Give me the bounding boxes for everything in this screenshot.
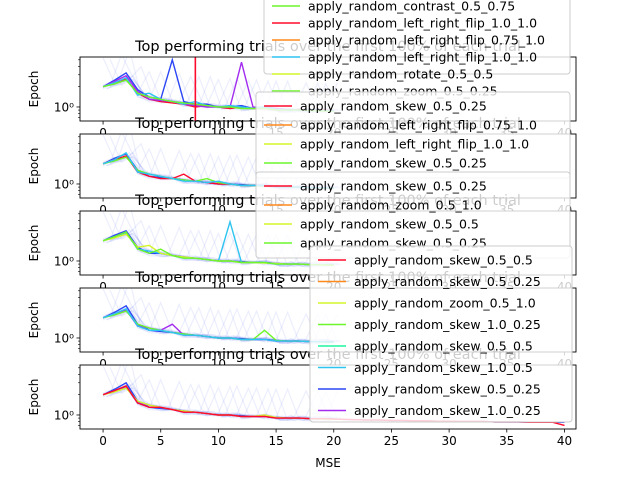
legend-box xyxy=(263,0,571,75)
legend-1: apply_random_contrast_0.5_0.75 apply_rand… xyxy=(263,0,571,99)
legend-entry-label: apply_random_skew_0.5_0.25 xyxy=(354,274,541,289)
legend-entry-label: apply_random_skew_0.5_0.5 xyxy=(354,253,533,268)
background-trial-line xyxy=(102,384,334,422)
x-tick-label: 5 xyxy=(157,126,165,140)
x-tick-label: 15 xyxy=(268,434,283,448)
x-tick-label: 10 xyxy=(211,434,226,448)
series-line-4 xyxy=(102,231,334,266)
background-trial-line xyxy=(102,377,334,421)
legend-entry-label: apply_random_skew_0.5_0.25 xyxy=(300,99,487,114)
background-trial-line xyxy=(109,383,341,422)
legend-entry-label: apply_random_skew_1.0_0.5 xyxy=(354,360,533,375)
legend-entry-label: apply_random_skew_0.5_0.25 xyxy=(300,179,487,194)
legend-entry-label: apply_random_rotate_0.5_0.5 xyxy=(308,67,493,82)
x-tick-label: 0 xyxy=(99,357,107,371)
x-tick-label: 0 xyxy=(99,280,107,294)
legend-entry-label: apply_random_left_right_flip_1.0_1.0 xyxy=(308,16,537,31)
x-tick-label: 35 xyxy=(499,434,514,448)
y-axis-label: Epoch xyxy=(27,225,41,262)
legend-entry-label: apply_random_zoom_0.5_1.0 xyxy=(354,296,536,311)
y-axis-label: Epoch xyxy=(27,379,41,416)
legend-4: apply_random_skew_0.5_0.5 apply_random_sk… xyxy=(309,245,573,423)
x-tick-label: 5 xyxy=(157,280,165,294)
legend-entry-label: apply_random_contrast_0.5_0.75 xyxy=(308,0,515,14)
x-tick-label: 5 xyxy=(157,357,165,371)
x-tick-label: 5 xyxy=(157,203,165,217)
legend-box xyxy=(309,245,573,423)
series-line-4 xyxy=(102,308,334,343)
background-trial-line xyxy=(102,230,334,268)
legend-2: apply_random_skew_0.5_0.25 apply_random_l… xyxy=(255,91,571,179)
legend-entry-label: apply_random_skew_0.5_0.5 xyxy=(354,339,533,354)
x-tick-label: 40 xyxy=(557,434,572,448)
legend-entry-label: apply_random_skew_0.5_0.5 xyxy=(300,217,479,232)
background-trial-line xyxy=(106,229,338,267)
legend-entry-label: apply_random_left_right_flip_1.0_1.0 xyxy=(300,137,529,152)
legend-entry-label: apply_random_zoom_0.5_1.0 xyxy=(300,198,482,213)
x-tick-label: 25 xyxy=(384,434,399,448)
legend-3: apply_random_skew_0.5_0.25 apply_random_z… xyxy=(255,171,571,259)
y-tick-label: 10⁰ xyxy=(54,254,74,268)
series-group xyxy=(102,288,341,345)
background-trial-line xyxy=(109,229,341,268)
background-trial-line xyxy=(102,300,334,344)
legend-entry-label: apply_random_skew_1.0_0.25 xyxy=(354,317,541,332)
y-axis-label: Epoch xyxy=(27,71,41,108)
x-axis-label: MSE xyxy=(315,456,341,470)
x-tick-label: 5 xyxy=(157,434,165,448)
x-tick-label: 0 xyxy=(99,126,107,140)
x-tick-label: 0 xyxy=(99,434,107,448)
y-tick-label: 10⁰ xyxy=(54,331,74,345)
y-tick-label: 10⁰ xyxy=(54,177,74,191)
legend-entry-label: apply_random_left_right_flip_0.75_1.0 xyxy=(300,118,537,133)
y-tick-label: 10⁰ xyxy=(54,408,74,422)
x-tick-label: 30 xyxy=(441,434,456,448)
legend-entry-label: apply_random_left_right_flip_1.0_1.0 xyxy=(308,50,537,65)
legend-entry-label: apply_random_skew_1.0_0.25 xyxy=(354,403,541,418)
y-axis-label: Epoch xyxy=(27,148,41,185)
legend-entry-label: apply_random_skew_0.5_0.25 xyxy=(300,156,487,171)
y-tick-label: 10⁰ xyxy=(54,100,74,114)
x-tick-label: 20 xyxy=(326,434,341,448)
legend-entry-label: apply_random_left_right_flip_0.75_1.0 xyxy=(308,33,545,48)
background-trial-line xyxy=(102,307,334,345)
x-tick-label: 0 xyxy=(99,203,107,217)
y-axis-label: Epoch xyxy=(27,302,41,339)
legend-entry-label: apply_random_skew_0.5_0.25 xyxy=(354,382,541,397)
background-trial-line xyxy=(109,306,341,345)
